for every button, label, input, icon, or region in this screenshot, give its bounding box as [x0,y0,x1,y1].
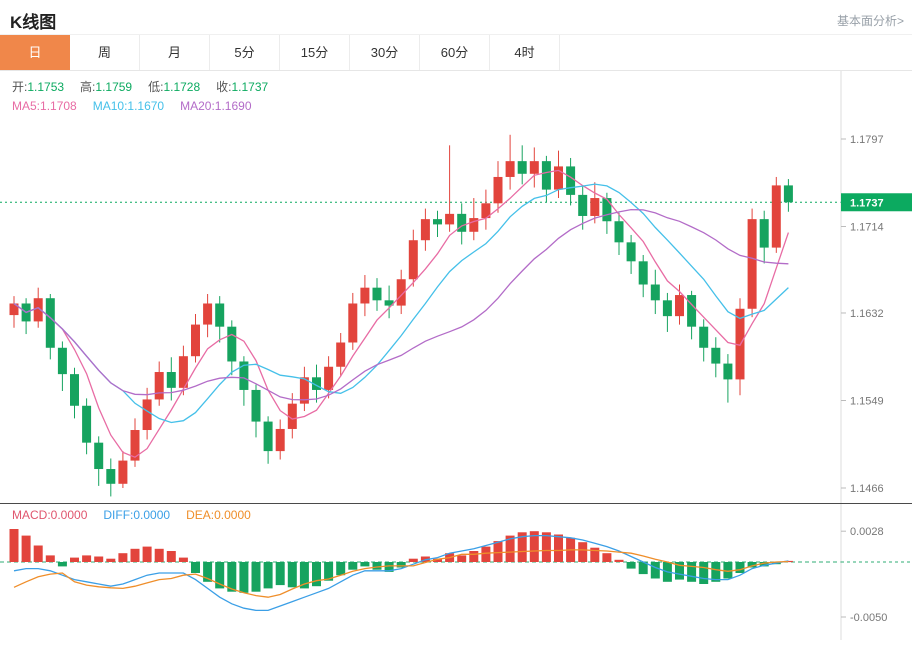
macd-axis: 0.0028 -0.0050 [840,504,912,640]
macd-panel: MACD:0.0000 DIFF:0.0000 DEA:0.0000 0.0028-… [0,503,912,640]
ma5-line [13,169,790,458]
tab-week[interactable]: 周 [70,35,140,70]
price-axis: 1.1797 1.1714 1.1632 1.1549 1.1466 [840,71,884,503]
ma20-line [13,208,789,401]
macd-histogram[interactable] [9,529,793,593]
svg-text:1.1632: 1.1632 [850,308,884,320]
svg-text:-0.0050: -0.0050 [850,612,887,624]
svg-text:1.1466: 1.1466 [850,483,884,495]
tab-30min[interactable]: 30分 [350,35,420,70]
tab-5min[interactable]: 5分 [210,35,280,70]
tab-4h[interactable]: 4时 [490,35,560,70]
tab-60min[interactable]: 60分 [420,35,490,70]
svg-text:1.1737: 1.1737 [850,197,884,209]
fundamental-analysis-link[interactable]: 基本面分析> [836,13,904,28]
tab-month[interactable]: 月 [140,35,210,70]
tab-day[interactable]: 日 [0,35,70,70]
ma10-line [13,183,789,424]
svg-text:1.1714: 1.1714 [850,222,884,234]
candles-layer[interactable] [9,134,793,497]
current-price-badge: 1.1737 [841,193,912,212]
dea-line [13,549,789,598]
candlestick-panel: 开:1.1753 高:1.1759 低:1.1728 收:1.1737 MA5:1.1… [0,71,912,503]
svg-text:1.1549: 1.1549 [850,395,884,407]
svg-text:0.0028: 0.0028 [850,526,884,538]
page-title: K线图 [10,12,57,32]
diff-line [13,534,789,612]
timeframe-tabs: 日周月 5分 15分 30分 60分 4时 [0,34,912,71]
svg-text:1.1797: 1.1797 [850,134,884,146]
candlestick-chart[interactable]: 1.1797 1.1714 1.1632 1.1549 1.1466 1.1737 [0,71,912,503]
macd-chart[interactable]: 0.0028 -0.0050 [0,504,912,640]
page-header: K线图 基本面分析> [0,0,912,34]
tab-15min[interactable]: 15分 [280,35,350,70]
